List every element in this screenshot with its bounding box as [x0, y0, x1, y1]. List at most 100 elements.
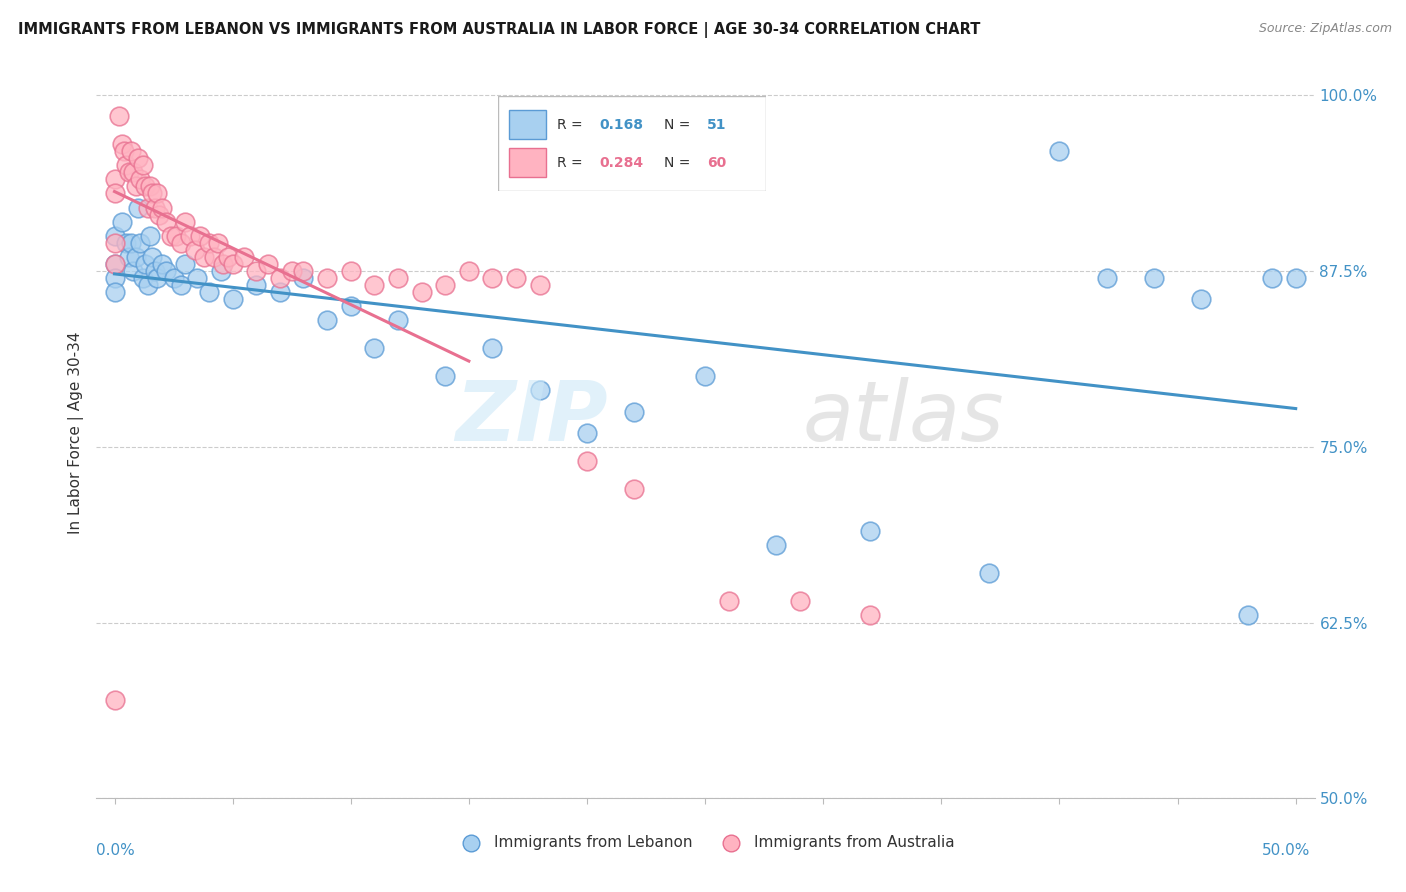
Point	[136, 277, 159, 292]
Text: Source: ZipAtlas.com: Source: ZipAtlas.com	[1258, 22, 1392, 36]
Point	[457, 264, 479, 278]
Point	[129, 235, 152, 250]
Point	[245, 277, 267, 292]
Point	[529, 384, 551, 398]
Point	[169, 235, 191, 250]
Point	[209, 264, 232, 278]
Point	[160, 228, 183, 243]
Point	[316, 313, 339, 327]
Point	[118, 250, 141, 264]
Point	[505, 271, 527, 285]
Point	[186, 271, 208, 285]
Point	[481, 271, 503, 285]
Point	[339, 299, 361, 313]
Point	[245, 264, 267, 278]
Point	[217, 250, 239, 264]
Point	[125, 250, 148, 264]
Point	[977, 566, 1000, 581]
Legend: Immigrants from Lebanon, Immigrants from Australia: Immigrants from Lebanon, Immigrants from…	[450, 830, 960, 856]
Point	[1285, 271, 1308, 285]
Point	[103, 228, 125, 243]
Point	[155, 214, 177, 228]
Point	[717, 594, 740, 608]
Point	[103, 271, 125, 285]
Point	[103, 235, 125, 250]
Point	[765, 538, 787, 552]
Point	[141, 250, 163, 264]
Point	[162, 271, 184, 285]
Point	[280, 264, 302, 278]
Point	[110, 214, 132, 228]
Point	[132, 158, 155, 172]
Point	[316, 271, 339, 285]
Point	[179, 228, 201, 243]
Point	[292, 271, 315, 285]
Point	[118, 165, 141, 179]
Point	[150, 257, 173, 271]
Point	[108, 109, 131, 123]
Point	[127, 201, 149, 215]
Point	[387, 271, 409, 285]
Point	[155, 264, 177, 278]
Point	[387, 313, 409, 327]
Point	[221, 292, 243, 306]
Point	[120, 145, 142, 159]
Point	[103, 285, 125, 299]
Point	[122, 264, 145, 278]
Point	[789, 594, 811, 608]
Point	[859, 524, 882, 538]
Point	[859, 608, 882, 623]
Point	[103, 693, 125, 707]
Point	[193, 250, 215, 264]
Point	[269, 271, 291, 285]
Point	[529, 277, 551, 292]
Point	[481, 341, 503, 355]
Point	[139, 228, 162, 243]
Point	[174, 257, 197, 271]
Point	[169, 277, 191, 292]
Point	[125, 179, 148, 194]
Point	[136, 201, 159, 215]
Point	[103, 186, 125, 201]
Point	[1095, 271, 1118, 285]
Point	[143, 201, 166, 215]
Point	[434, 369, 457, 384]
Y-axis label: In Labor Force | Age 30-34: In Labor Force | Age 30-34	[69, 331, 84, 534]
Point	[623, 404, 645, 418]
Text: ZIP: ZIP	[456, 377, 607, 458]
Point	[134, 257, 156, 271]
Point	[132, 271, 155, 285]
Text: 50.0%: 50.0%	[1263, 843, 1310, 858]
Point	[411, 285, 433, 299]
Point	[103, 257, 125, 271]
Point	[269, 285, 291, 299]
Point	[233, 250, 256, 264]
Point	[212, 257, 235, 271]
Point	[134, 179, 156, 194]
Text: IMMIGRANTS FROM LEBANON VS IMMIGRANTS FROM AUSTRALIA IN LABOR FORCE | AGE 30-34 : IMMIGRANTS FROM LEBANON VS IMMIGRANTS FR…	[18, 22, 980, 38]
Point	[188, 228, 211, 243]
Point	[575, 454, 598, 468]
Point	[1237, 608, 1260, 623]
Point	[110, 137, 132, 152]
Point	[575, 425, 598, 440]
Point	[146, 186, 169, 201]
Point	[202, 250, 225, 264]
Point	[115, 235, 138, 250]
Point	[1261, 271, 1284, 285]
Point	[143, 264, 166, 278]
Point	[1189, 292, 1212, 306]
Point	[122, 165, 145, 179]
Point	[174, 214, 197, 228]
Point	[434, 277, 457, 292]
Point	[146, 271, 169, 285]
Point	[623, 482, 645, 496]
Point	[198, 235, 221, 250]
Point	[339, 264, 361, 278]
Point	[292, 264, 315, 278]
Point	[120, 235, 142, 250]
Point	[363, 341, 385, 355]
Point	[129, 172, 152, 186]
Point	[141, 186, 163, 201]
Point	[1049, 145, 1071, 159]
